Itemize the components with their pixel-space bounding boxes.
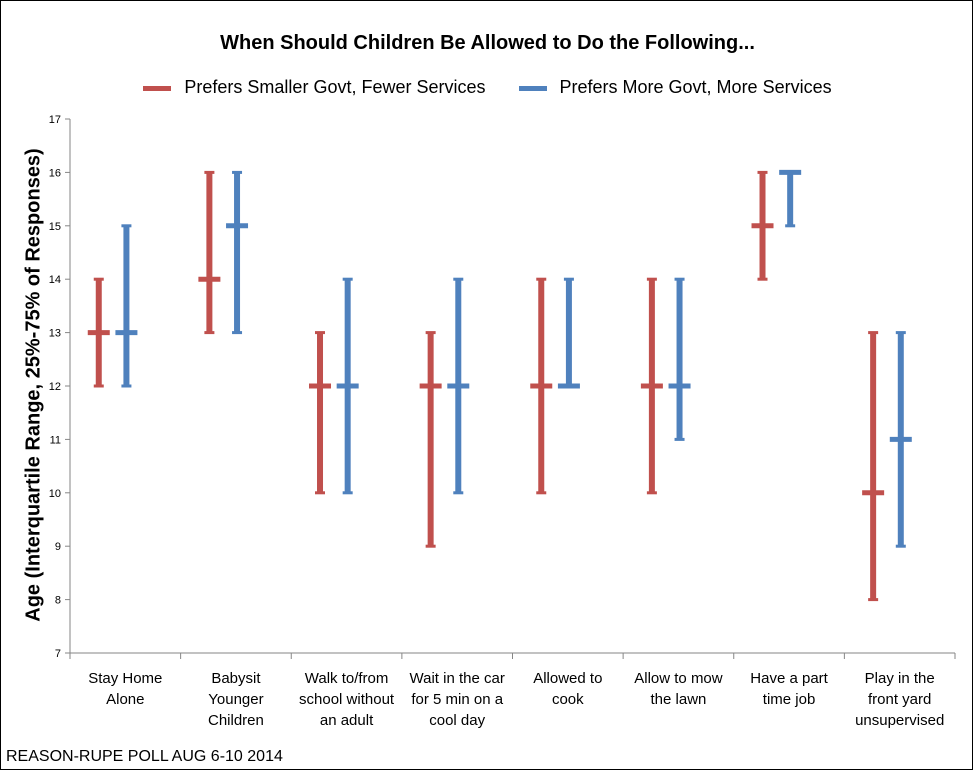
y-tick-label: 12 (49, 381, 61, 393)
chart-title: When Should Children Be Allowed to Do th… (220, 32, 755, 54)
legend-swatch-smaller-govt (143, 85, 172, 91)
y-tick-label: 11 (50, 434, 61, 446)
y-tick-label: 14 (49, 274, 61, 286)
x-tick-label: school without (299, 691, 395, 708)
x-tick-label: Play in the (865, 670, 935, 687)
legend-swatch-more-govt (518, 85, 547, 91)
legend: Prefers Smaller Govt, Fewer Services Pre… (0, 76, 975, 98)
x-tick-label: Allow to mow (634, 670, 723, 687)
y-tick-label: 10 (49, 488, 61, 500)
y-tick-label: 16 (49, 167, 61, 179)
x-tick-label: cook (552, 691, 584, 708)
y-tick-label: 15 (49, 221, 61, 233)
x-tick-label: Alone (106, 691, 144, 708)
y-tick-label: 8 (55, 595, 61, 607)
x-tick-label: Babysit (211, 670, 261, 687)
x-tick-label: Children (208, 712, 264, 729)
y-tick-label: 13 (49, 328, 61, 340)
x-tick-label: Allowed to (533, 670, 602, 687)
x-tick-label: unsupervised (855, 712, 944, 729)
x-tick-label: an adult (320, 712, 374, 729)
legend-item-smaller-govt: Prefers Smaller Govt, Fewer Services (143, 77, 485, 98)
x-tick-label: the lawn (651, 691, 707, 708)
x-tick-label: time job (763, 691, 816, 708)
x-tick-label: front yard (868, 691, 931, 708)
x-tick-label: for 5 min on a (411, 691, 503, 708)
x-tick-label: Younger (208, 691, 263, 708)
x-tick-label: Have a part (750, 670, 828, 687)
x-tick-label: Wait in the car (410, 670, 505, 687)
y-tick-label: 7 (55, 648, 61, 660)
x-tick-label: Stay Home (88, 670, 162, 687)
source-note: REASON-RUPE POLL AUG 6-10 2014 (6, 748, 283, 765)
legend-item-more-govt: Prefers More Govt, More Services (518, 76, 832, 98)
legend-label-smaller-govt: Prefers Smaller Govt, Fewer Services (184, 76, 486, 97)
x-tick-label: cool day (429, 712, 485, 729)
x-tick-label: Walk to/from (305, 670, 389, 687)
y-tick-label: 17 (49, 114, 61, 126)
legend-label-more-govt: Prefers More Govt, More Services (559, 76, 832, 97)
y-tick-label: 9 (55, 541, 61, 553)
